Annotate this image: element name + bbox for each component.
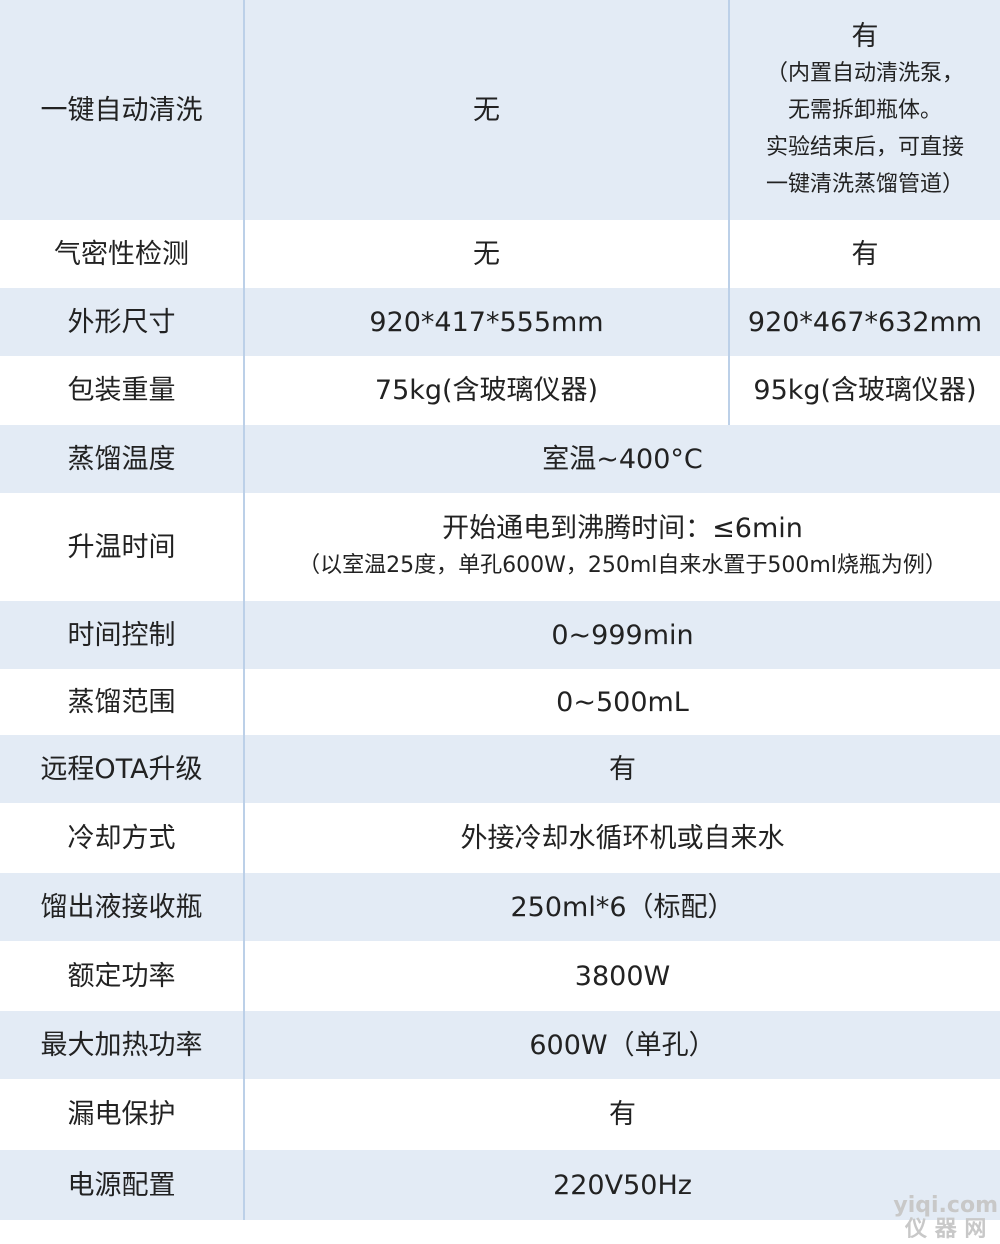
value-line: 有: [851, 20, 879, 52]
table-row: 最大加热功率 600W（单孔）: [0, 1011, 1000, 1079]
spec-label: 额定功率: [0, 941, 245, 1011]
spec-label: 馏出液接收瓶: [0, 873, 245, 941]
value-text: 600W（单孔）: [529, 1029, 716, 1061]
table-row: 升温时间 开始通电到沸腾时间：≤6min （以室温25度，单孔600W，250ml自…: [0, 493, 1000, 601]
spec-label: 远程OTA升级: [0, 735, 245, 803]
shared-value: 室温~400°C: [245, 425, 1000, 493]
model-b-value: 有 （内置自动清洗泵， 无需拆卸瓶体。 实验结束后，可直接 一键清洗蒸馏管道）: [730, 0, 1000, 220]
table-row: 蒸馏温度 室温~400°C: [0, 425, 1000, 493]
table-row: 电源配置 220V50Hz: [0, 1150, 1000, 1220]
spec-label: 蒸馏范围: [0, 669, 245, 735]
value-text: 有: [609, 753, 636, 785]
spec-label: 蒸馏温度: [0, 425, 245, 493]
shared-value: 有: [245, 1079, 1000, 1150]
model-a-value: 75kg(含玻璃仪器): [245, 356, 730, 425]
value-line: 无需拆卸瓶体。: [787, 97, 942, 123]
value-text: 有: [609, 1099, 636, 1130]
value-line: 实验结束后，可直接: [765, 134, 964, 160]
shared-value: 3800W: [245, 941, 1000, 1011]
value-text: 3800W: [574, 960, 671, 992]
table-row: 时间控制 0~999min: [0, 601, 1000, 669]
shared-value: 0~500mL: [245, 669, 1000, 735]
value-note: （以室温25度，单孔600W，250ml自来水置于500ml烧瓶为例）: [298, 553, 947, 578]
table-row: 外形尺寸 920*417*555mm 920*467*632mm: [0, 288, 1000, 356]
value-line: 一键清洗蒸馏管道）: [765, 171, 964, 197]
table-row: 远程OTA升级 有: [0, 735, 1000, 803]
value-text: 0~999min: [551, 619, 694, 651]
shared-value: 外接冷却水循环机或自来水: [245, 803, 1000, 873]
value-text: 室温~400°C: [542, 443, 703, 475]
table-row: 蒸馏范围 0~500mL: [0, 669, 1000, 735]
shared-value: 600W（单孔）: [245, 1011, 1000, 1079]
value-text: 开始通电到沸腾时间：≤6min: [442, 513, 803, 544]
model-a-value: 920*417*555mm: [245, 288, 730, 356]
table-row: 包装重量 75kg(含玻璃仪器) 95kg(含玻璃仪器): [0, 356, 1000, 425]
spec-label: 升温时间: [0, 493, 245, 601]
model-a-value: 无: [245, 0, 730, 220]
table-row: 冷却方式 外接冷却水循环机或自来水: [0, 803, 1000, 873]
value-text: 220V50Hz: [553, 1169, 692, 1201]
table-row: 气密性检测无 有: [0, 220, 1000, 288]
shared-value: 0~999min: [245, 601, 1000, 669]
spec-label: 漏电保护: [0, 1079, 245, 1150]
watermark-logo: yiqi.com 仪 器 网: [893, 1193, 998, 1242]
shared-value: 220V50Hz: [245, 1150, 1000, 1220]
model-b-value: 95kg(含玻璃仪器): [753, 375, 977, 406]
table-row: 额定功率 3800W: [0, 941, 1000, 1011]
value-text: 250ml*6（标配）: [510, 891, 735, 923]
value-text: 外接冷却水循环机或自来水: [460, 822, 785, 854]
shared-value: 开始通电到沸腾时间：≤6min （以室温25度，单孔600W，250ml自来水置于…: [245, 493, 1000, 601]
table-row: 漏电保护 有: [0, 1079, 1000, 1150]
value-text: 0~500mL: [556, 686, 689, 718]
spec-label: 时间控制: [0, 601, 245, 669]
model-a-value: 无: [245, 220, 730, 288]
shared-value: 250ml*6（标配）: [245, 873, 1000, 941]
spec-label: 一键自动清洗: [0, 0, 245, 220]
value-line: （内置自动清洗泵，: [765, 60, 964, 86]
spec-label: 包装重量: [0, 356, 245, 425]
spec-label: 最大加热功率: [0, 1011, 245, 1079]
table-row: 馏出液接收瓶 250ml*6（标配）: [0, 873, 1000, 941]
spec-label: 气密性检测: [0, 220, 245, 288]
table-row: 一键自动清洗无 有 （内置自动清洗泵， 无需拆卸瓶体。 实验结束后，可直接 一键清洗蒸馏管…: [0, 0, 1000, 220]
spec-label: 外形尺寸: [0, 288, 245, 356]
spec-label: 电源配置: [0, 1150, 245, 1220]
model-b-value: 有: [851, 238, 879, 270]
spec-label: 冷却方式: [0, 803, 245, 873]
model-b-value: 920*467*632mm: [747, 306, 983, 338]
shared-value: 有: [245, 735, 1000, 803]
